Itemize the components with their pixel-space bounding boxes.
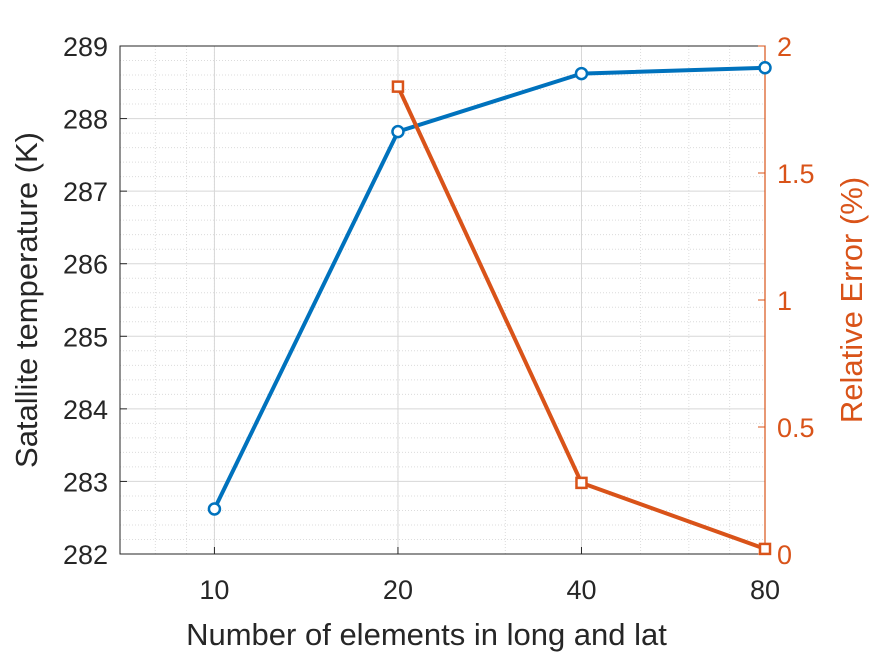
series-left-point: [207, 502, 222, 516]
left-y-tick-label: 283: [63, 467, 108, 497]
right-y-tick-label: 1: [777, 286, 792, 316]
series-right-point: [575, 476, 588, 490]
plot-background: [120, 46, 765, 554]
right-y-tick-label: 1.5: [777, 159, 815, 189]
right-y-tick-label: 0.5: [777, 413, 815, 443]
x-tick-label: 10: [199, 575, 229, 605]
x-tick-label: 20: [383, 575, 413, 605]
left-y-tick-label: 289: [63, 32, 108, 62]
left-y-tick-label: 285: [63, 322, 108, 352]
series-left-point: [574, 66, 589, 81]
left-y-tick-label: 284: [63, 395, 108, 425]
left-y-axis-title: Satallite temperature (K): [9, 132, 44, 468]
series-left-line: [212, 65, 766, 510]
left-y-tick-label: 286: [63, 250, 108, 280]
left-y-tick-label: 282: [63, 540, 108, 570]
right-y-axis-title: Relative Error (%): [834, 177, 869, 423]
series-left-point: [758, 61, 772, 75]
series-left-point: [391, 124, 405, 139]
right-y-tick-label: 0: [777, 540, 792, 570]
left-y-tick-label: 288: [63, 105, 108, 135]
right-y-tick-label: 2: [777, 32, 792, 62]
left-y-tick-label: 287: [63, 177, 108, 207]
x-tick-label: 80: [750, 575, 780, 605]
series-right-point: [391, 80, 405, 93]
x-axis-title: Number of elements in long and lat: [186, 617, 667, 652]
series-right-point: [758, 542, 772, 556]
x-tick-label: 40: [566, 575, 596, 605]
